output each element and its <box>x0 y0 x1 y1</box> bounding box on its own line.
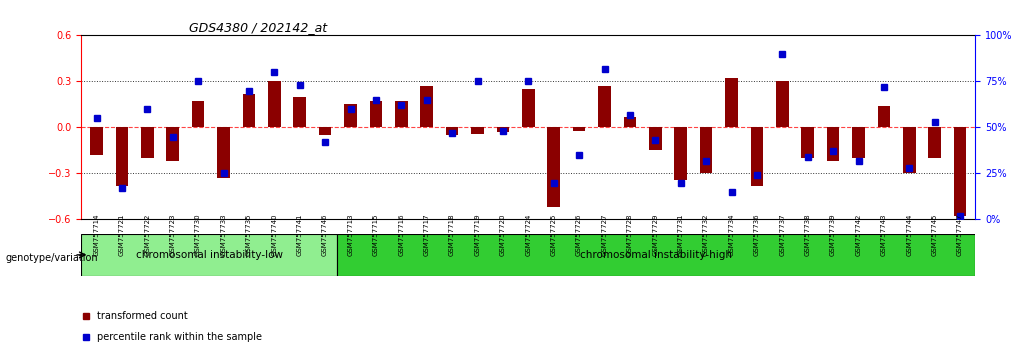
Bar <box>624 117 636 127</box>
Bar <box>725 78 738 127</box>
Text: GSM757714: GSM757714 <box>93 213 100 256</box>
Text: GSM757713: GSM757713 <box>347 213 354 256</box>
Bar <box>903 127 915 173</box>
Text: GSM757736: GSM757736 <box>754 213 760 256</box>
Text: GSM757722: GSM757722 <box>144 213 150 256</box>
Text: GSM757725: GSM757725 <box>551 213 557 256</box>
Bar <box>319 127 331 135</box>
Bar <box>700 127 712 173</box>
Bar <box>878 106 890 127</box>
Text: GSM757731: GSM757731 <box>678 213 684 256</box>
Bar <box>802 127 814 158</box>
Bar <box>167 127 179 161</box>
Text: GSM757727: GSM757727 <box>601 213 608 256</box>
Text: GSM757740: GSM757740 <box>271 213 277 256</box>
Text: GSM757729: GSM757729 <box>652 213 658 256</box>
Bar <box>421 86 433 127</box>
Text: GSM757744: GSM757744 <box>906 213 912 256</box>
Text: GSM757715: GSM757715 <box>373 213 379 256</box>
Bar <box>471 127 484 133</box>
Text: GSM757732: GSM757732 <box>703 213 709 256</box>
Text: GSM757746: GSM757746 <box>322 213 328 256</box>
Bar <box>497 127 509 132</box>
Bar <box>954 127 966 216</box>
Text: GSM757724: GSM757724 <box>525 213 531 256</box>
Bar <box>268 81 280 127</box>
Bar <box>675 127 687 179</box>
Text: GSM757747: GSM757747 <box>957 213 963 256</box>
Text: chromosomal instability-low: chromosomal instability-low <box>135 250 282 260</box>
Text: GDS4380 / 202142_at: GDS4380 / 202142_at <box>189 21 327 34</box>
Text: GSM757719: GSM757719 <box>474 213 481 256</box>
Bar <box>827 127 839 161</box>
Text: GSM757745: GSM757745 <box>932 213 938 256</box>
Bar <box>243 94 255 127</box>
Bar <box>852 127 865 158</box>
Text: GSM757741: GSM757741 <box>297 213 303 256</box>
Text: GSM757737: GSM757737 <box>779 213 785 256</box>
Text: GSM757723: GSM757723 <box>170 213 176 256</box>
Text: percentile rank within the sample: percentile rank within the sample <box>97 332 261 342</box>
Bar <box>522 89 534 127</box>
Text: transformed count: transformed count <box>97 311 187 321</box>
Text: chromosomal instability-high: chromosomal instability-high <box>580 250 733 260</box>
Text: GSM757734: GSM757734 <box>728 213 735 256</box>
Text: GSM757738: GSM757738 <box>805 213 811 256</box>
FancyBboxPatch shape <box>336 234 975 276</box>
Text: GSM757728: GSM757728 <box>627 213 633 256</box>
Text: GSM757739: GSM757739 <box>830 213 836 256</box>
Bar <box>395 101 407 127</box>
Bar <box>598 86 611 127</box>
Text: GSM757718: GSM757718 <box>449 213 455 256</box>
Bar <box>344 104 357 127</box>
Text: GSM757720: GSM757720 <box>500 213 506 256</box>
Bar <box>370 101 382 127</box>
Bar <box>751 127 763 186</box>
Text: GSM757730: GSM757730 <box>195 213 201 256</box>
Text: GSM757735: GSM757735 <box>246 213 252 256</box>
Bar <box>141 127 153 158</box>
Text: GSM757726: GSM757726 <box>576 213 582 256</box>
Text: GSM757717: GSM757717 <box>424 213 430 256</box>
Bar <box>294 97 306 127</box>
Text: genotype/variation: genotype/variation <box>5 253 98 263</box>
Bar <box>776 81 788 127</box>
Bar <box>446 127 458 135</box>
FancyBboxPatch shape <box>81 234 336 276</box>
Text: GSM757733: GSM757733 <box>220 213 227 256</box>
Bar <box>116 127 128 186</box>
Text: GSM757743: GSM757743 <box>881 213 887 256</box>
Bar <box>573 127 585 131</box>
Bar <box>217 127 230 178</box>
Bar <box>90 127 103 155</box>
Bar <box>192 101 204 127</box>
Bar <box>929 127 941 158</box>
Text: GSM757716: GSM757716 <box>398 213 404 256</box>
Bar <box>649 127 661 150</box>
Text: GSM757721: GSM757721 <box>119 213 125 256</box>
Bar <box>548 127 560 207</box>
Text: GSM757742: GSM757742 <box>855 213 862 256</box>
